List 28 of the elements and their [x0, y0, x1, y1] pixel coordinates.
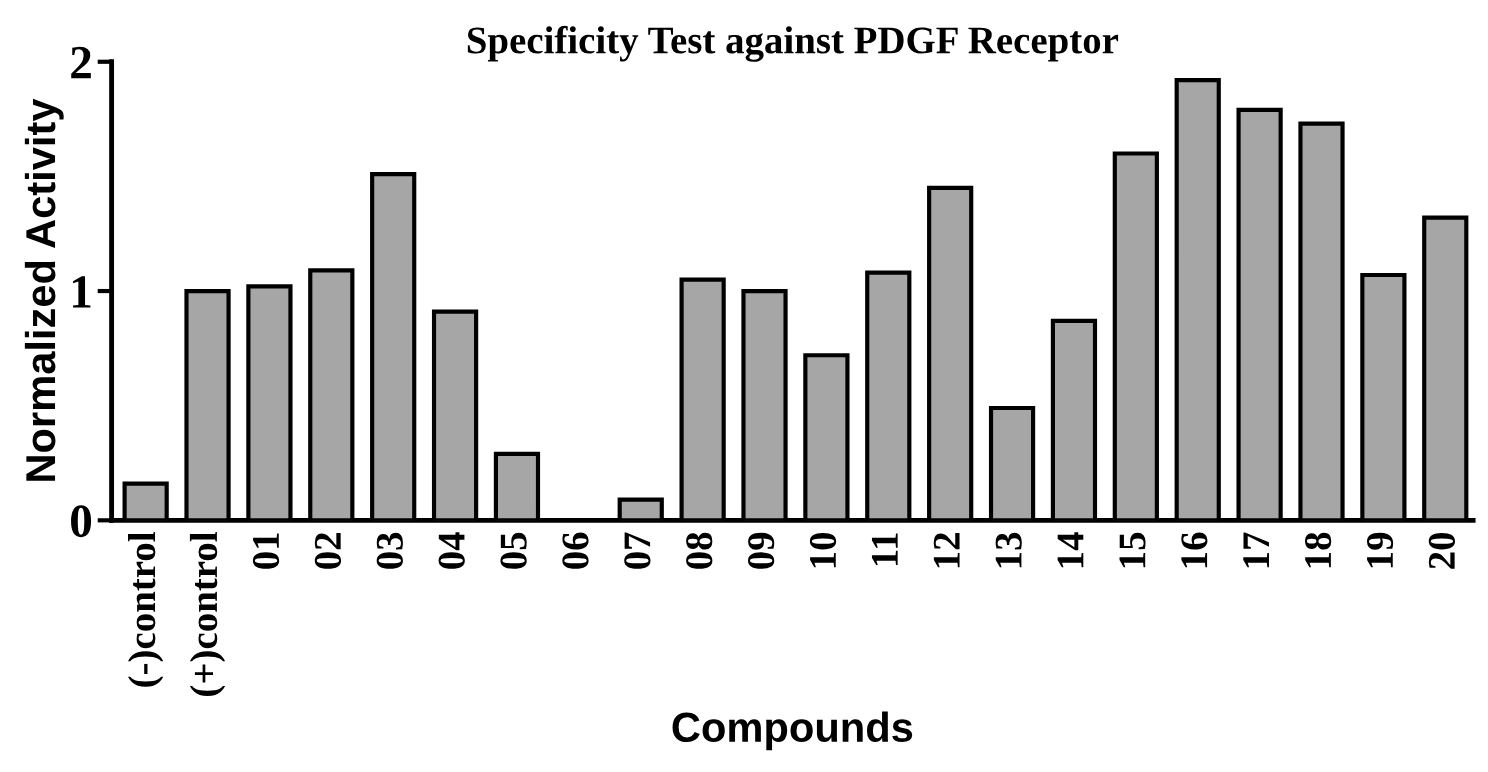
- y-axis-title: Normalized Activity: [24, 98, 64, 481]
- x-tick-label: 07: [624, 532, 651, 569]
- y-tick-label: 2: [71, 46, 91, 79]
- x-tick-label: 15: [1119, 532, 1146, 568]
- chart-title: Specificity Test against PDGF Receptor: [467, 25, 1119, 62]
- x-tick-label: 16: [1181, 532, 1208, 568]
- y-tick-label: 1: [73, 276, 91, 308]
- x-tick-label: 13: [995, 532, 1022, 568]
- x-tick-label: 08: [686, 532, 713, 569]
- x-tick-label: 12: [933, 533, 960, 568]
- x-tick-label: 01: [252, 533, 280, 569]
- x-axis-title: Compounds: [672, 711, 913, 751]
- x-tick-label: 05: [500, 532, 527, 569]
- x-tick-label: 06: [562, 532, 589, 569]
- x-tick-label: 11: [871, 533, 898, 566]
- x-tick-label: 02: [314, 533, 342, 569]
- x-tick-label: 17: [1243, 532, 1269, 568]
- x-tick-label: 04: [438, 532, 465, 569]
- x-tick-label: 14: [1057, 532, 1084, 568]
- x-tick-label: 03: [376, 532, 403, 569]
- x-tick-label: 10: [809, 532, 837, 568]
- x-tick-label: 09: [748, 532, 775, 569]
- y-tick-label: 0: [71, 505, 92, 538]
- x-tick-label: 18: [1304, 532, 1332, 568]
- x-tick-label: 20: [1428, 532, 1456, 569]
- x-tick-label: (-)control: [128, 532, 164, 687]
- x-tick-label: 19: [1366, 532, 1394, 568]
- x-tick-label: (+)control: [189, 532, 226, 696]
